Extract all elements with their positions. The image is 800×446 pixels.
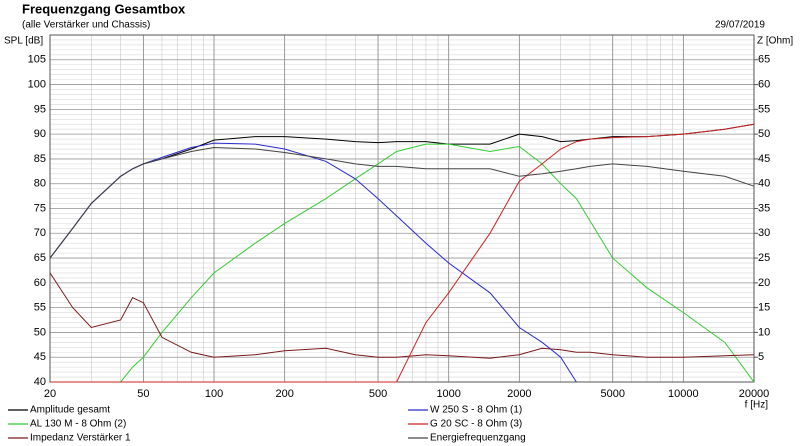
x-tick-label: 200 [275, 388, 293, 400]
series-line [50, 123, 755, 383]
x-tick-label: 1000 [436, 388, 460, 400]
series-line [49, 146, 755, 259]
y-tick-label: 75 [34, 202, 46, 214]
x-tick-label: 20 [44, 388, 56, 400]
y-tick-label: 95 [34, 103, 46, 115]
plot-frame [49, 34, 755, 383]
y2-tick-label: 30 [758, 227, 770, 239]
y2-tick-label: 20 [758, 277, 770, 289]
y2-tick-label: 50 [758, 128, 770, 140]
y-tick-label: 85 [34, 153, 46, 165]
y2-tick-label: 55 [758, 103, 770, 115]
x-tick-label: 20000 [739, 388, 770, 400]
x-axis-label: f [Hz] [745, 400, 769, 411]
legend-label: W 250 S - 8 Ohm (1) [430, 405, 522, 416]
legend-label: Energiefrequenzgang [430, 433, 526, 444]
y2-axis-label: Z [Ohm] [757, 36, 793, 47]
y-tick-label: 70 [34, 227, 46, 239]
y-tick-label: 60 [34, 277, 46, 289]
x-tick-label: 500 [369, 388, 387, 400]
x-tick-label: 50 [137, 388, 149, 400]
y-tick-label: 100 [28, 78, 46, 90]
y-axis-label: SPL [dB] [4, 36, 43, 47]
chart-title: Frequenzgang Gesamtbox [22, 1, 186, 16]
y-tick-label: 65 [34, 252, 46, 264]
legend-label: G 20 SC - 8 Ohm (3) [430, 419, 522, 430]
y-tick-label: 55 [34, 302, 46, 314]
y2-tick-label: 60 [758, 78, 770, 90]
legend-label: Amplitude gesamt [30, 405, 110, 416]
y2-tick-label: 5 [758, 351, 764, 363]
y-tick-label: 90 [34, 128, 46, 140]
legend-label: Impedanz Verstärker 1 [30, 433, 131, 444]
y2-tick-label: 45 [758, 153, 770, 165]
x-tick-label: 100 [205, 388, 223, 400]
y2-tick-label: 40 [758, 178, 770, 190]
y2-tick-label: 35 [758, 202, 770, 214]
chart-subtitle: (alle Verstärker und Chassis) [22, 20, 150, 31]
date: 29/07/2019 [715, 20, 765, 31]
y-tick-label: 80 [34, 178, 46, 190]
y2-tick-label: 15 [758, 302, 770, 314]
y2-tick-label: 25 [758, 252, 770, 264]
x-tick-label: 10000 [668, 388, 699, 400]
y-tick-label: 105 [28, 54, 46, 66]
legend-label: AL 130 M - 8 Ohm (2) [30, 419, 126, 430]
x-tick-label: 5000 [600, 388, 624, 400]
y2-tick-label: 65 [758, 54, 770, 66]
y2-tick-label: 10 [758, 326, 770, 338]
series-line [50, 143, 755, 383]
y-tick-label: 45 [34, 351, 46, 363]
series-line [49, 272, 755, 359]
y-tick-label: 40 [34, 376, 46, 388]
x-tick-label: 2000 [507, 388, 531, 400]
y-tick-label: 50 [34, 326, 46, 338]
